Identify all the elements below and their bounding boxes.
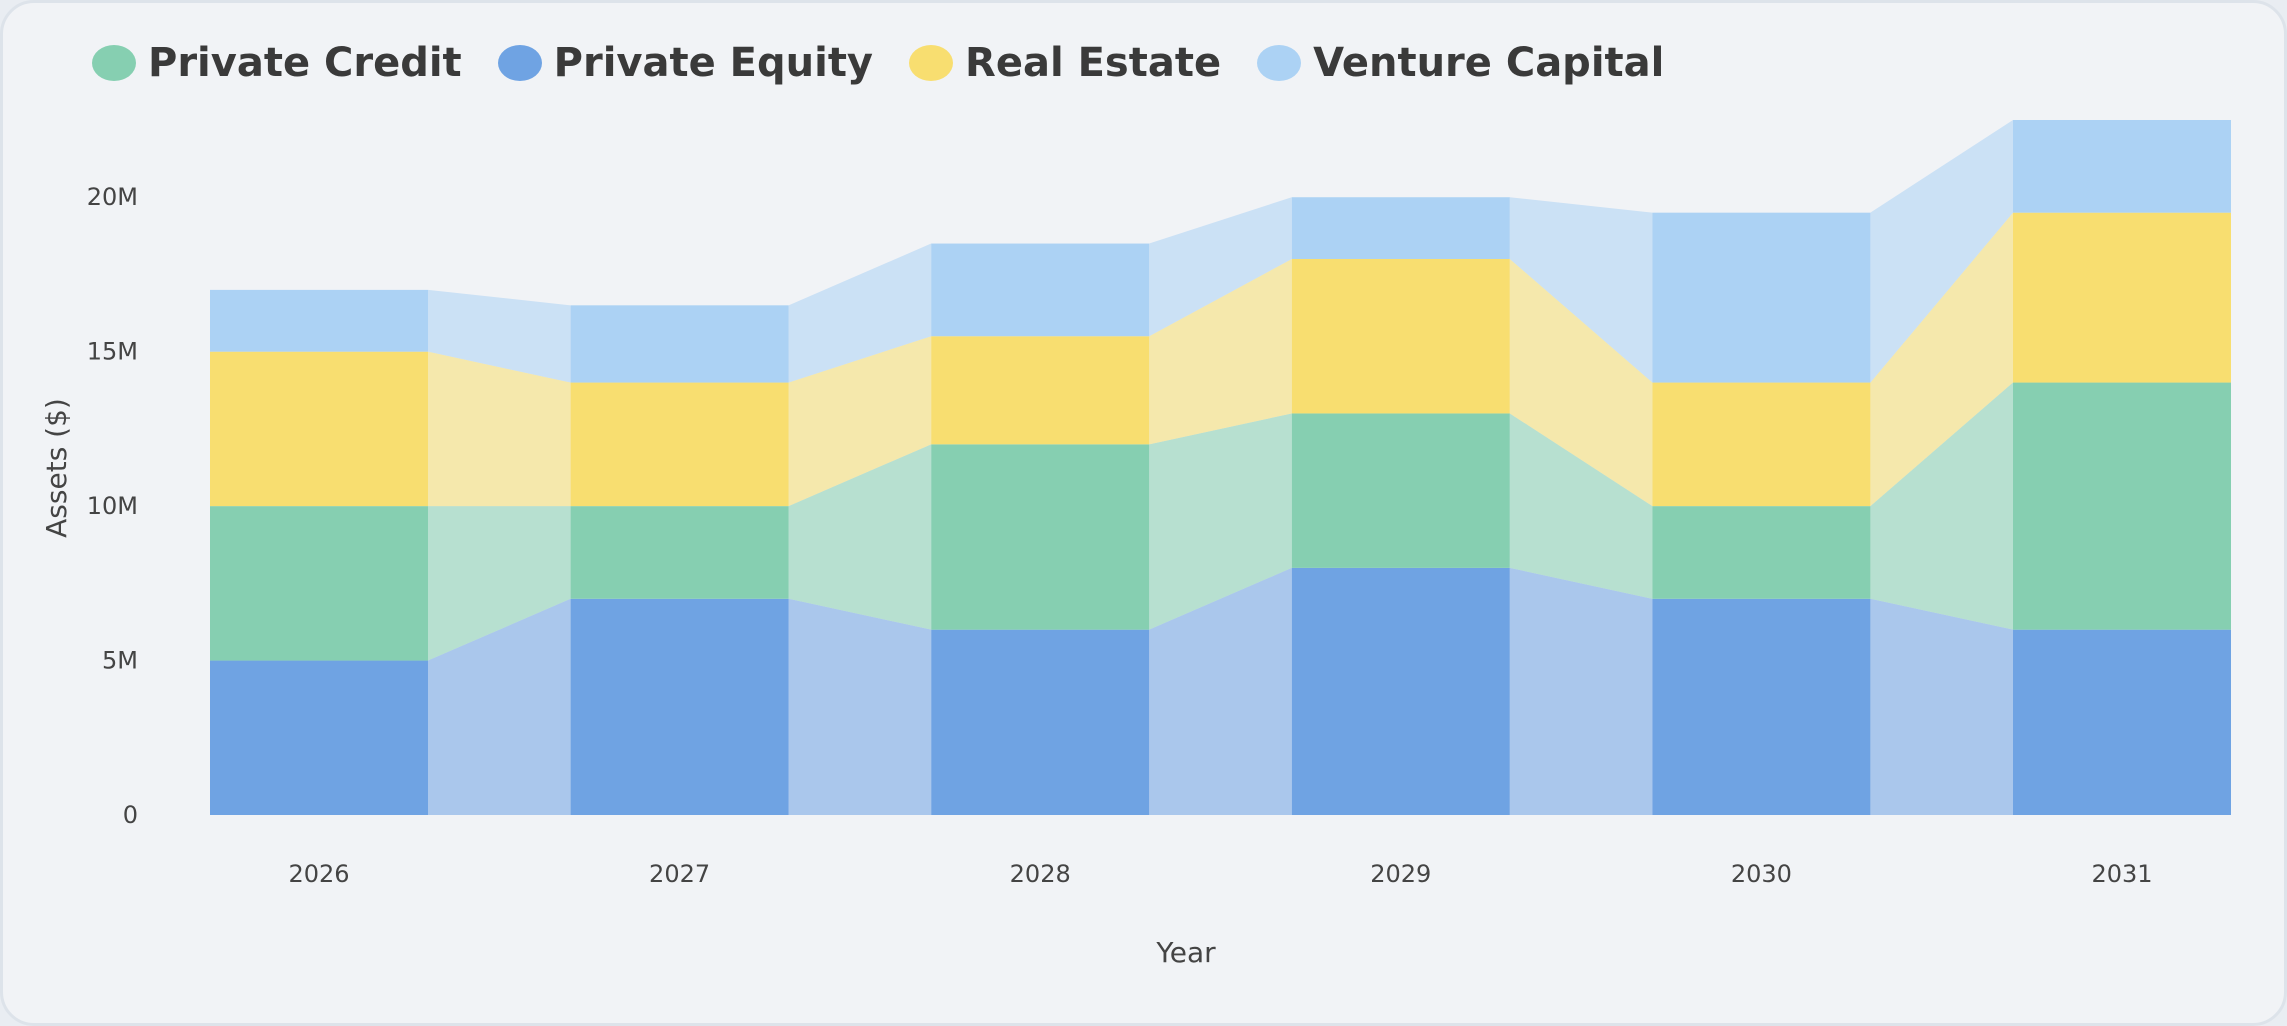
bar-private-credit-2026[interactable] [210, 506, 428, 661]
band-real-estate-2027-2028 [788, 336, 932, 507]
bar-venture-capital-2031[interactable] [2013, 120, 2231, 213]
band-venture-capital-2029-2030 [1509, 197, 1653, 383]
legend-item-real-estate[interactable]: Real Estate [909, 40, 1221, 86]
x-tick-label: 2026 [288, 860, 349, 888]
y-tick-label: 0 [123, 801, 138, 829]
y-tick-label: 20M [87, 183, 138, 211]
bar-private-equity-2028[interactable] [931, 629, 1150, 815]
band-real-estate-2030-2031 [1870, 212, 2013, 507]
bar-private-credit-2030[interactable] [1652, 506, 1871, 599]
legend-item-private-credit[interactable]: Private Credit [92, 40, 462, 86]
band-venture-capital-2030-2031 [1870, 120, 2013, 383]
x-tick-label: 2029 [1370, 860, 1431, 888]
x-tick-label: 2028 [1010, 860, 1071, 888]
bar-private-equity-2026[interactable] [210, 660, 428, 815]
bar-real-estate-2031[interactable] [2013, 212, 2231, 383]
band-private-credit-2027-2028 [788, 444, 932, 630]
legend-swatch-private-credit [92, 45, 136, 81]
bar-real-estate-2027[interactable] [570, 382, 789, 507]
bar-venture-capital-2026[interactable] [210, 289, 428, 352]
bar-private-credit-2031[interactable] [2013, 382, 2231, 630]
band-private-equity-2027-2028 [788, 598, 932, 815]
band-real-estate-2026-2027 [428, 351, 571, 507]
band-private-equity-2029-2030 [1509, 567, 1653, 815]
legend-item-venture-capital[interactable]: Venture Capital [1257, 40, 1664, 86]
bar-private-equity-2029[interactable] [1291, 567, 1510, 815]
band-real-estate-2029-2030 [1509, 259, 1653, 507]
legend-label-private-credit: Private Credit [148, 40, 462, 86]
x-axis-title: Year [1155, 936, 1216, 969]
bar-private-credit-2029[interactable] [1291, 413, 1510, 568]
bar-venture-capital-2028[interactable] [931, 243, 1150, 337]
bar-private-equity-2027[interactable] [570, 598, 789, 815]
band-private-credit-2030-2031 [1870, 382, 2013, 630]
connector-bands [428, 120, 2013, 815]
band-private-equity-2026-2027 [428, 598, 571, 815]
y-tick-label: 15M [87, 338, 138, 366]
bar-real-estate-2029[interactable] [1291, 259, 1510, 414]
legend-swatch-real-estate [909, 45, 954, 81]
band-venture-capital-2027-2028 [788, 243, 932, 383]
legend-label-private-equity: Private Equity [553, 40, 874, 86]
bar-private-equity-2031[interactable] [2013, 629, 2231, 815]
x-tick-label: 2031 [2091, 860, 2152, 888]
bar-real-estate-2026[interactable] [210, 351, 428, 507]
band-venture-capital-2028-2029 [1149, 197, 1292, 337]
legend-swatch-private-equity [497, 45, 542, 81]
y-axis-title: Assets ($) [40, 398, 73, 538]
legend-swatch-venture-capital [1257, 45, 1302, 81]
band-private-credit-2028-2029 [1149, 413, 1292, 630]
band-private-credit-2026-2027 [428, 506, 571, 661]
bar-private-credit-2028[interactable] [931, 444, 1150, 630]
bar-venture-capital-2029[interactable] [1291, 197, 1510, 259]
band-private-credit-2029-2030 [1509, 413, 1653, 599]
bar-private-credit-2027[interactable] [570, 506, 789, 599]
bar-real-estate-2030[interactable] [1652, 382, 1871, 507]
x-axis-ticks: 2026 2027 2028 2029 2030 2031 [288, 860, 2152, 888]
band-real-estate-2028-2029 [1149, 259, 1292, 445]
legend-label-venture-capital: Venture Capital [1313, 40, 1665, 86]
legend-label-real-estate: Real Estate [965, 40, 1222, 86]
legend-item-private-equity[interactable]: Private Equity [497, 40, 874, 86]
x-tick-label: 2027 [649, 860, 710, 888]
band-private-equity-2028-2029 [1149, 567, 1292, 815]
bar-venture-capital-2027[interactable] [570, 305, 789, 383]
bar-venture-capital-2030[interactable] [1652, 212, 1871, 383]
bar-real-estate-2028[interactable] [931, 336, 1150, 445]
band-venture-capital-2026-2027 [428, 289, 571, 383]
y-tick-label: 10M [87, 492, 138, 520]
chart-legend: Private Credit Private Equity Real Estat… [92, 40, 1700, 86]
band-private-equity-2030-2031 [1870, 598, 2013, 815]
y-tick-label: 5M [102, 647, 138, 675]
bar-private-equity-2030[interactable] [1652, 598, 1871, 815]
x-tick-label: 2030 [1731, 860, 1792, 888]
y-axis-ticks: 0 5M 10M 15M 20M [87, 183, 138, 829]
bar-stack-group [210, 120, 2231, 815]
